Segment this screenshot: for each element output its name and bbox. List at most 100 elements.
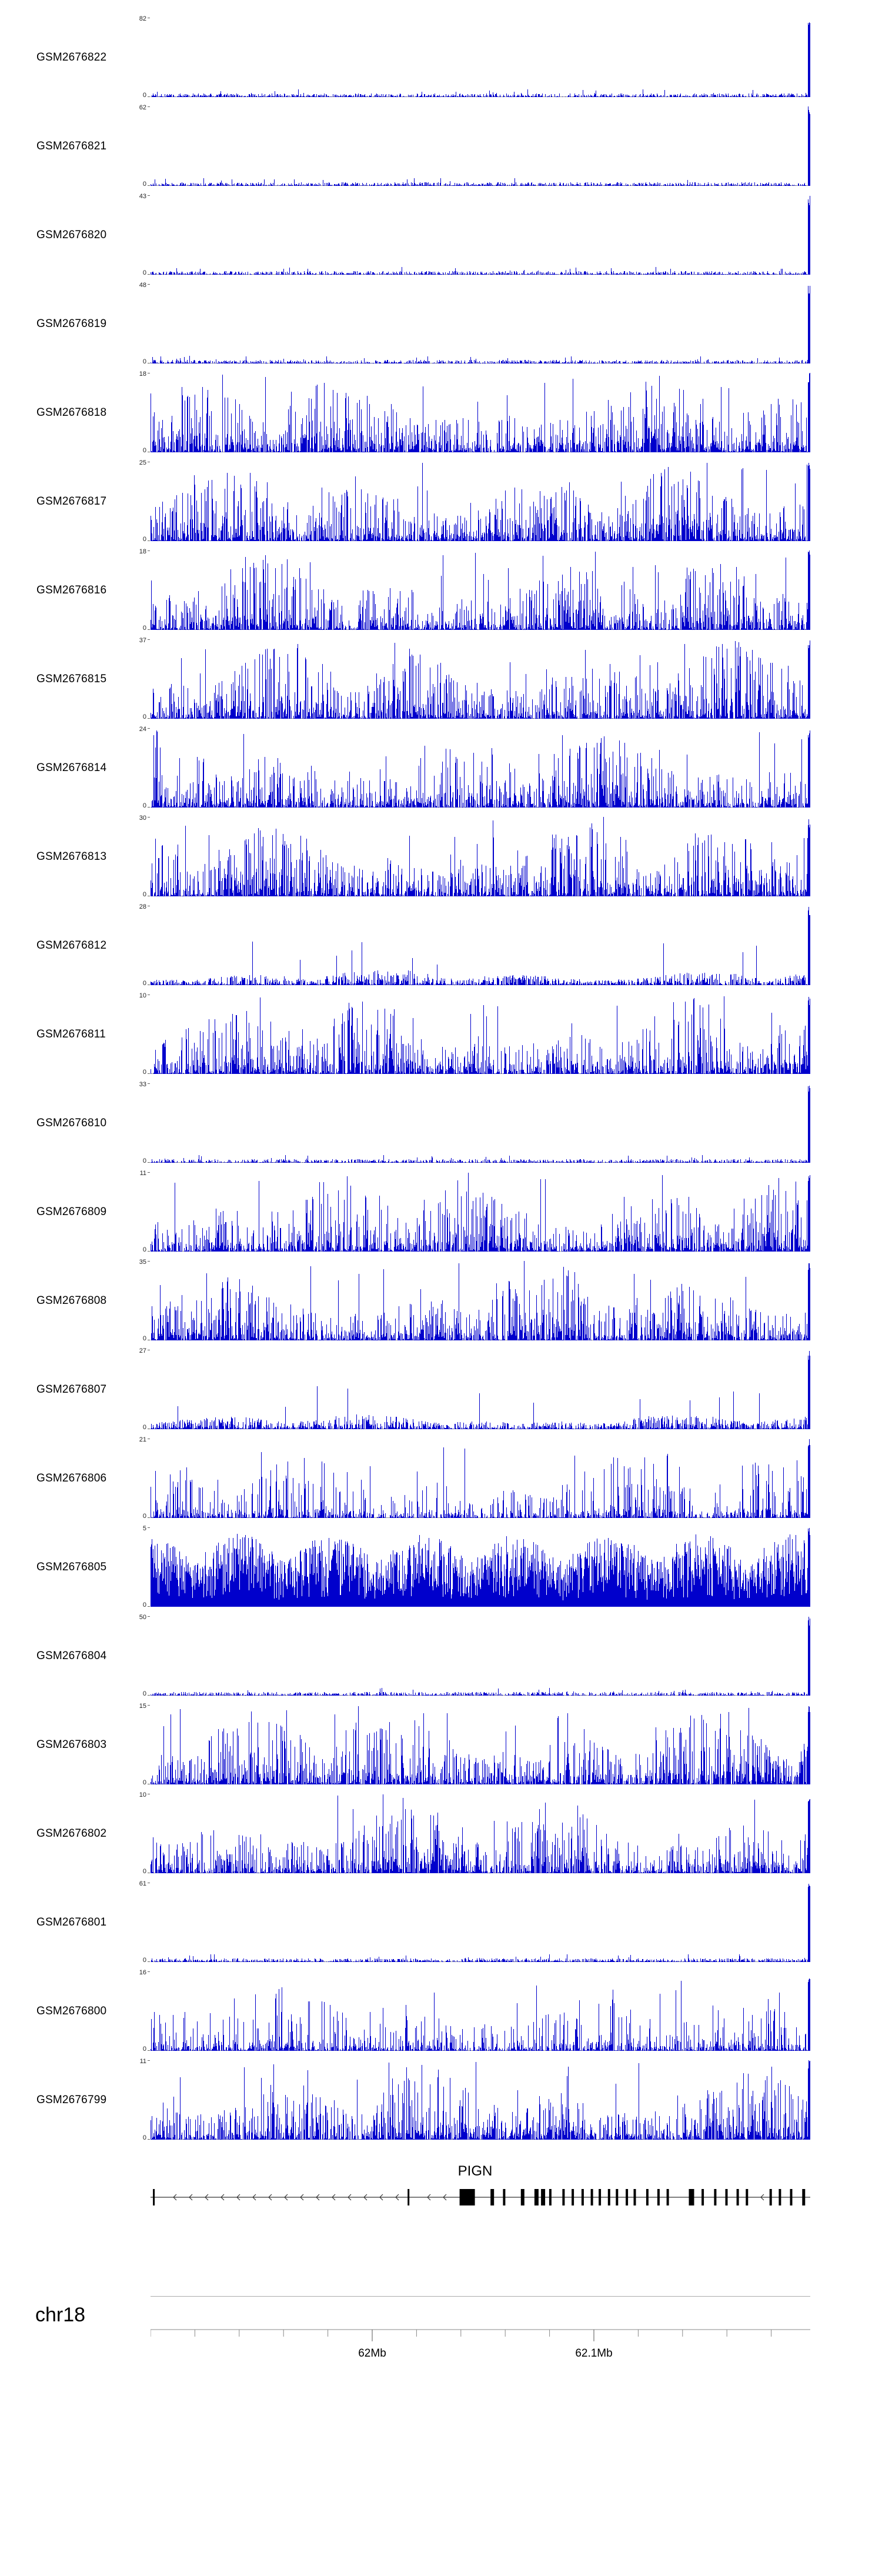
- coverage-plot: 61 0: [139, 1881, 810, 1964]
- sample-label: GSM2676814: [36, 761, 107, 774]
- coverage-svg: [151, 1261, 810, 1340]
- strand-arrow-icon: [220, 2194, 225, 2201]
- exon: [769, 2189, 772, 2205]
- signal-track-row: GSM2676799 11 0: [0, 2058, 882, 2141]
- coverage-signal: [152, 22, 810, 97]
- coverage-plot: 11 0: [140, 2058, 810, 2141]
- y-axis-bottom-tick: [148, 540, 150, 541]
- exon: [459, 2189, 475, 2205]
- y-axis-min-label: 0: [142, 980, 146, 987]
- coverage-signal: [151, 907, 810, 985]
- y-axis-bottom-tick: [148, 185, 150, 186]
- y-axis-top-tick: [148, 1705, 150, 1706]
- y-axis-bottom-tick: [148, 1073, 150, 1074]
- sample-label: GSM2676820: [36, 228, 107, 241]
- strand-arrow-icon: [236, 2194, 240, 2201]
- sample-label: GSM2676808: [36, 1294, 107, 1307]
- y-axis-min-label: 0: [142, 92, 146, 99]
- signal-track-row: GSM2676809 11 0: [0, 1170, 882, 1253]
- coverage-svg: [151, 1086, 810, 1163]
- coverage-svg: [151, 550, 810, 630]
- y-axis-max-label: 62: [139, 104, 146, 111]
- coverage-svg: [151, 2060, 810, 2140]
- exon: [490, 2189, 495, 2205]
- coverage-signal: [151, 1261, 810, 1340]
- exon: [790, 2189, 793, 2205]
- y-axis-min-label: 0: [142, 2134, 146, 2141]
- signal-track-row: GSM2676817 25 0: [0, 460, 882, 543]
- signal-track-row: GSM2676819 48 0: [0, 282, 882, 365]
- y-axis-top-tick: [148, 1172, 150, 1173]
- exon: [590, 2189, 593, 2205]
- axis-tick-label: 62Mb: [358, 2347, 386, 2360]
- y-axis-bottom-tick: [148, 1251, 150, 1252]
- y-axis-max-label: 37: [139, 637, 146, 644]
- y-axis-min-label: 0: [142, 891, 146, 898]
- coverage-plot: 30 0: [139, 815, 810, 898]
- y-axis-bottom-tick: [148, 1606, 150, 1607]
- y-axis-max-label: 15: [139, 1703, 146, 1710]
- y-axis-min-label: 0: [142, 2046, 146, 2053]
- y-axis-bottom-tick: [148, 1162, 150, 1163]
- y-axis-max-label: 30: [139, 815, 146, 822]
- strand-arrow-icon: [760, 2194, 764, 2201]
- exon: [503, 2189, 506, 2205]
- exon: [646, 2189, 649, 2205]
- y-axis-min-label: 0: [142, 181, 146, 188]
- strand-arrow-icon: [332, 2194, 336, 2201]
- coverage-signal: [151, 1978, 810, 2051]
- y-axis-max-label: 16: [139, 1969, 146, 1976]
- exon: [572, 2189, 574, 2205]
- y-axis-min-label: 0: [142, 1424, 146, 1431]
- y-axis-min-label: 0: [142, 536, 146, 543]
- y-axis-bottom-tick: [148, 718, 150, 719]
- exon: [581, 2189, 584, 2205]
- signal-track-row: GSM2676801 61 0: [0, 1881, 882, 1964]
- sample-label: GSM2676818: [36, 406, 107, 419]
- sample-label: GSM2676816: [36, 583, 107, 596]
- coverage-svg: [151, 1706, 810, 1784]
- sample-label: GSM2676817: [36, 495, 107, 508]
- coverage-plot: 27 0: [139, 1348, 810, 1431]
- signal-track-row: GSM2676818 18 0: [0, 371, 882, 454]
- coverage-svg: [151, 907, 810, 985]
- exon: [666, 2189, 669, 2205]
- coverage-svg: [151, 1528, 810, 1607]
- y-axis-min-label: 0: [142, 269, 146, 276]
- y-axis-bottom-tick: [148, 2050, 150, 2051]
- y-axis-min-label: 0: [142, 1246, 146, 1253]
- signal-tracks-panel: GSM2676822 82 0 GSM2676821 62 0 GSM2676820 43 0 G…: [0, 16, 882, 2141]
- exon: [626, 2189, 629, 2205]
- coverage-plot: 37 0: [139, 638, 810, 720]
- coverage-signal: [151, 730, 810, 807]
- sample-label: GSM2676809: [36, 1205, 107, 1218]
- y-axis-min-label: 0: [142, 713, 146, 720]
- gene-name-label: PIGN: [457, 2163, 493, 2179]
- y-axis-max-label: 11: [139, 2058, 146, 2065]
- y-axis-max-label: 11: [139, 1170, 146, 1177]
- y-axis-top-tick: [148, 550, 150, 551]
- signal-track-row: GSM2676803 15 0: [0, 1703, 882, 1786]
- signal-track-row: GSM2676822 82 0: [0, 16, 882, 99]
- coverage-signal: [151, 817, 810, 896]
- coverage-svg: [151, 640, 810, 719]
- coverage-plot: 50 0: [139, 1614, 810, 1697]
- y-axis-bottom-tick: [148, 629, 150, 630]
- y-axis-min-label: 0: [142, 1157, 146, 1164]
- strand-arrow-icon: [205, 2194, 209, 2201]
- gene-annotation-track: PIGN: [0, 2163, 882, 2219]
- sample-label: GSM2676813: [36, 850, 107, 863]
- exon: [616, 2189, 619, 2205]
- y-axis-min-label: 0: [142, 358, 146, 365]
- coverage-signal: [151, 996, 810, 1074]
- coverage-svg: [151, 1884, 810, 1962]
- coverage-svg: [151, 730, 810, 807]
- coverage-plot: 10 0: [139, 993, 810, 1076]
- signal-track-row: GSM2676815 37 0: [0, 638, 882, 720]
- coverage-plot: 62 0: [139, 105, 810, 188]
- signal-track-row: GSM2676814 24 0: [0, 726, 882, 809]
- coverage-plot: 35 0: [139, 1259, 810, 1342]
- coverage-svg: [151, 1617, 810, 1696]
- y-axis-min-label: 0: [142, 447, 146, 454]
